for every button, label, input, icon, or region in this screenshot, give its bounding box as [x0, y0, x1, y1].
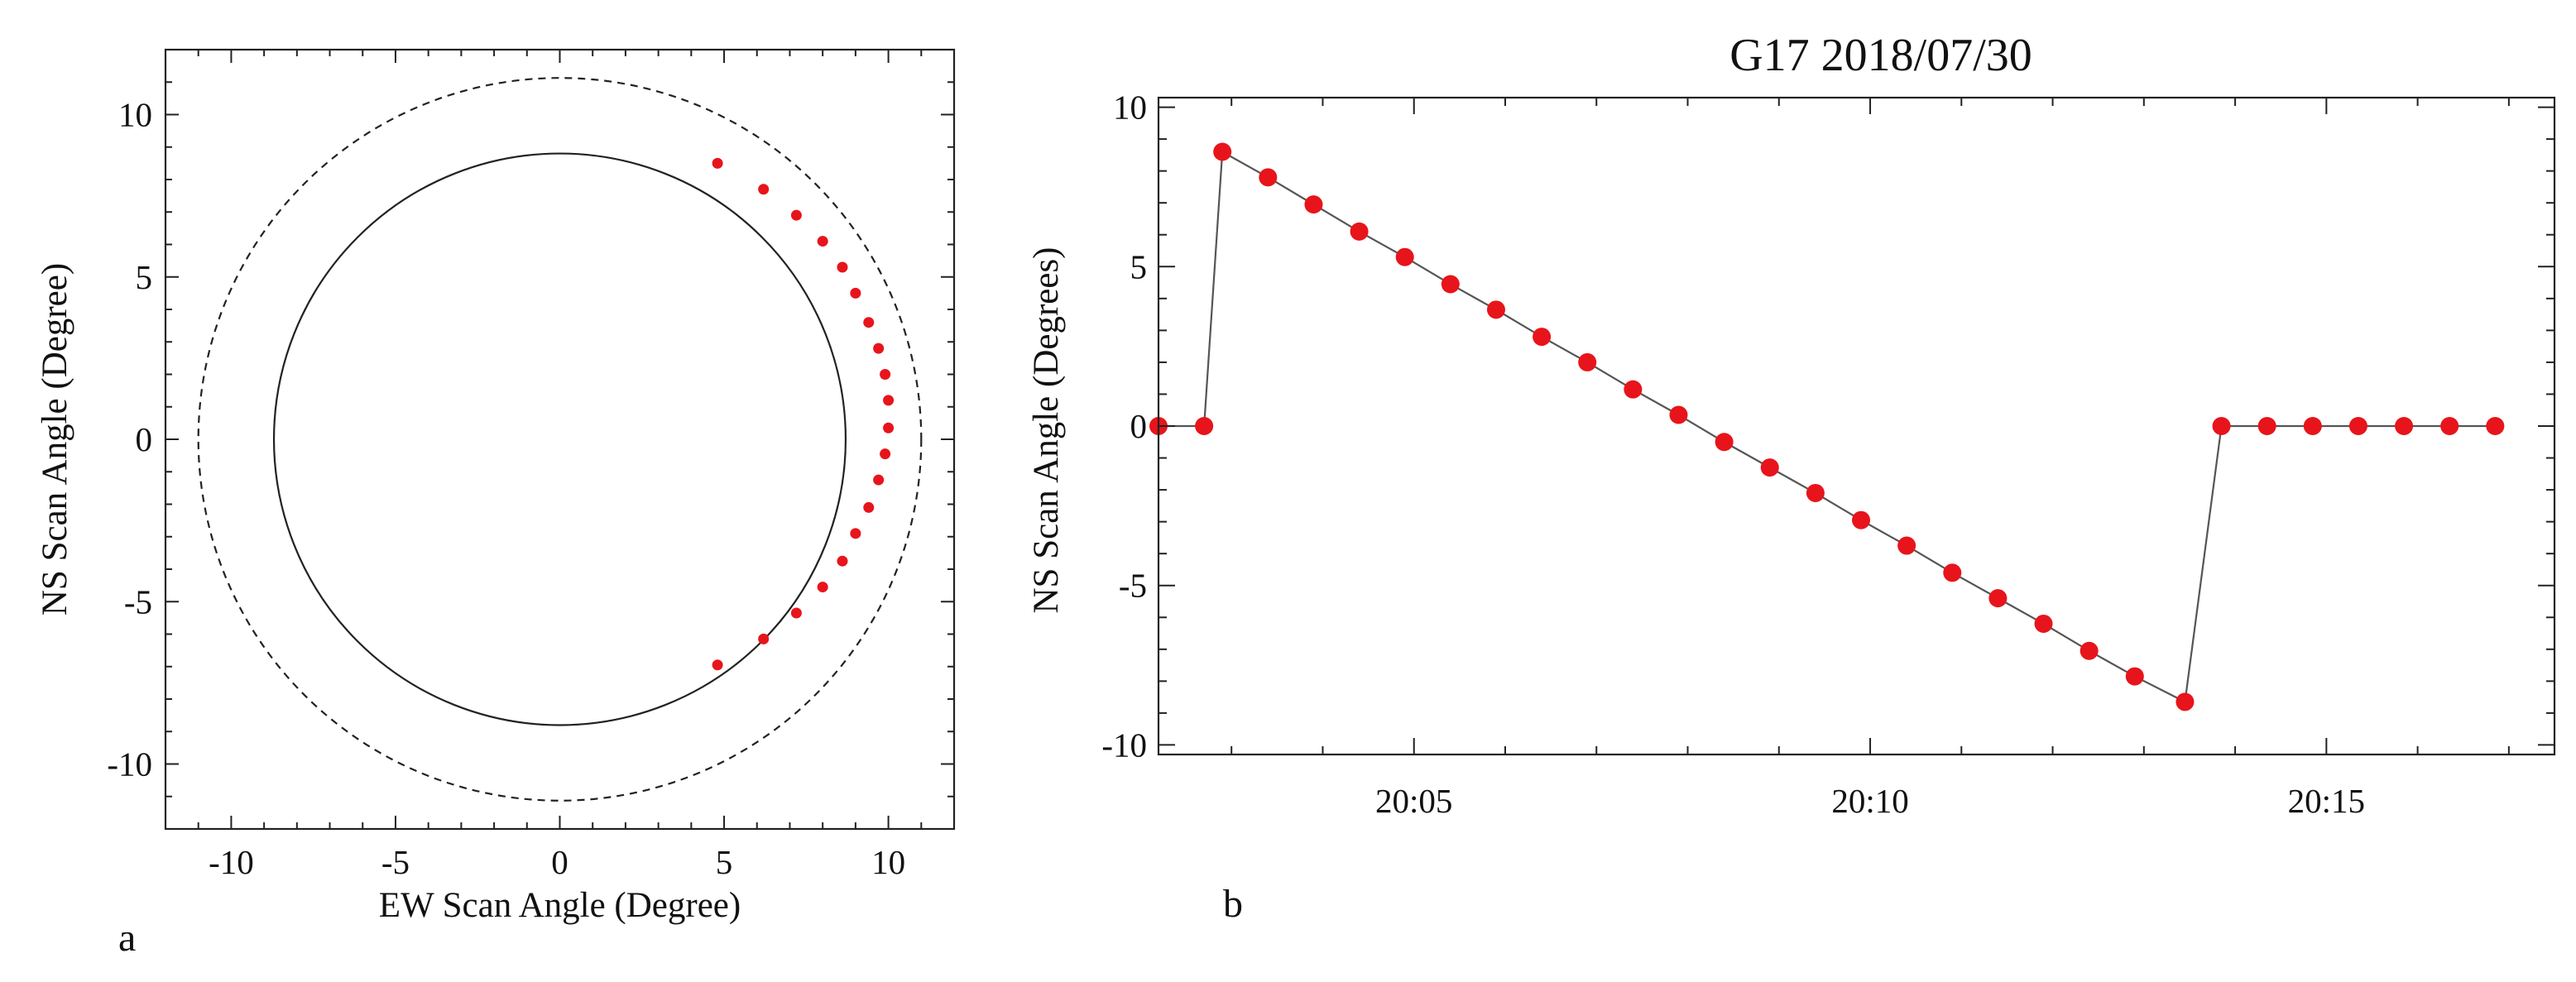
panel-b-x-tick-label: 20:15: [2288, 782, 2365, 820]
panel-a-scan-point: [758, 633, 770, 644]
panel-a-scan-point: [790, 607, 802, 619]
panel-a-x-tick-label: 10: [871, 843, 905, 881]
panel-a-letter: a: [118, 916, 136, 960]
panel-b-data-point: [1259, 168, 1278, 187]
panel-b-data-point: [2125, 667, 2144, 686]
panel-a-scan-point: [883, 422, 895, 434]
panel-b-data-point: [1669, 405, 1688, 424]
panel-b-title: G17 2018/07/30: [1729, 30, 2032, 81]
panel-b-data-point: [1441, 275, 1460, 294]
panel-b-y-tick-label: -5: [1119, 567, 1147, 605]
panel-b-data-point: [1578, 352, 1597, 371]
panel-b-data-point: [1213, 142, 1232, 161]
panel-b-y-axis-label: NS Scan Angle (Degrees): [1027, 247, 1066, 613]
panel-a-scan-point: [863, 501, 875, 513]
panel-a-y-axis-label: NS Scan Angle (Degree): [36, 263, 74, 616]
panel-a-ticks: -10 -5 0 5 10 -10 -5 0 5 10: [107, 50, 954, 881]
field-of-regard-circle: [197, 77, 923, 802]
panel-a-scan-point: [790, 209, 802, 221]
panel-b-y-tick-label: -10: [1101, 726, 1147, 764]
panel-a-plot-frame: [164, 48, 956, 831]
panel-b-data-point: [1304, 195, 1323, 214]
panel-b-y-tick-label: 10: [1113, 89, 1147, 127]
earth-disk-circle: [272, 152, 847, 726]
panel-b-data-point: [2395, 417, 2414, 435]
panel-a-x-tick-label: -5: [381, 843, 410, 881]
panel-b-data-point: [2175, 692, 2195, 711]
panel-b-data-point: [1806, 483, 1825, 502]
panel-a-scan-point: [850, 287, 861, 299]
panel-a-marks: [197, 77, 923, 802]
panel-a-y-tick-label: 0: [136, 420, 153, 458]
panel-b-line-plot: G17 2018/07/30 20:05 20:10 20:15-10-50510 …: [1027, 30, 2556, 926]
panel-b-data-point: [1760, 458, 1779, 477]
panel-b-data-point: [2212, 417, 2231, 435]
panel-b-data-point: [2303, 417, 2322, 435]
panel-b-y-tick-label: 0: [1130, 407, 1148, 445]
panel-a-scan-point: [873, 474, 885, 486]
panel-b-data-point: [1715, 433, 1734, 452]
panel-b-data-point: [2080, 641, 2099, 660]
panel-b-y-tick-label: 5: [1130, 247, 1148, 285]
panel-a-y-tick-label: -10: [107, 745, 152, 783]
panel-b-data-point: [1852, 510, 1871, 529]
panel-a-scan-point: [873, 343, 885, 354]
panel-a-x-tick-label: 0: [551, 843, 568, 881]
panel-a-x-axis-label: EW Scan Angle (Degree): [379, 886, 741, 925]
panel-b-letter: b: [1223, 882, 1243, 926]
panel-a-scan-point: [863, 317, 875, 328]
panel-a-y-tick-label: 10: [118, 96, 152, 134]
panel-b-data-point: [1395, 247, 1414, 266]
panel-a-scan-point: [712, 659, 723, 671]
panel-a-scan-point: [850, 528, 861, 539]
panel-b-data-point: [2257, 417, 2276, 435]
panel-a-scan-point: [837, 261, 848, 273]
panel-b-data-point: [1533, 328, 1552, 347]
panel-a-y-tick-label: 5: [136, 258, 153, 296]
panel-a-scan-point: [883, 395, 895, 406]
panel-b-data-point: [1195, 417, 1214, 435]
panel-b-data-point: [1897, 536, 1916, 555]
panel-a-scan-point: [758, 184, 770, 195]
panel-b-data-point: [1988, 589, 2008, 608]
panel-a-scan-point: [817, 582, 828, 593]
panel-b-data-point: [2486, 417, 2505, 435]
panel-b-x-tick-label: 20:05: [1375, 782, 1452, 820]
panel-b-data-point: [1943, 563, 1962, 582]
panel-b-data-point: [1350, 222, 1369, 241]
panel-b-data-point: [1486, 300, 1505, 319]
panel-a-scan-point: [880, 369, 891, 380]
panel-a-x-tick-label: -10: [209, 843, 254, 881]
panel-b-data-point: [2034, 614, 2053, 633]
panel-a-scan-point: [712, 157, 723, 169]
panel-b-x-tick-label: 20:10: [1831, 782, 1908, 820]
panel-b-marks: [1149, 142, 2505, 711]
panel-b-ticks: 20:05 20:10 20:15 -10 -5 0 5 10: [1101, 89, 2554, 820]
panel-a-x-tick-label: 5: [716, 843, 733, 881]
panel-a-scan-point: [817, 236, 828, 247]
panel-a-y-tick-label: -5: [124, 582, 152, 620]
panel-b-data-point: [2440, 417, 2459, 435]
panel-a-scan-point: [880, 448, 891, 460]
panel-b-data-point: [2348, 417, 2367, 435]
panel-b-data-point: [1624, 380, 1643, 399]
panel-a-scatter-plot: -10 -5 0 5 10 -10 -5 0 5 10 EW Scan Angle (Degree…: [36, 48, 956, 960]
panel-a-scan-point: [837, 555, 848, 567]
